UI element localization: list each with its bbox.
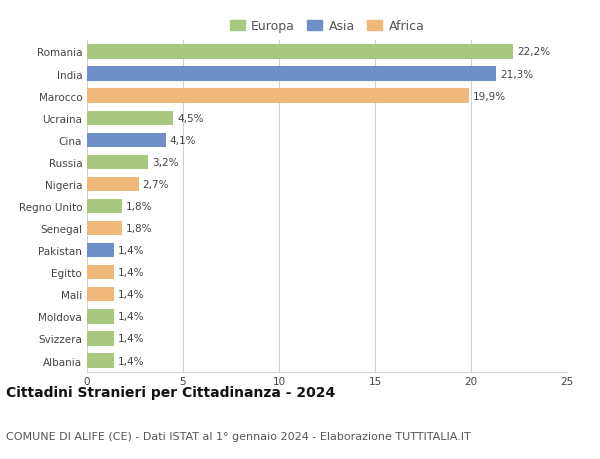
Bar	[87, 67, 496, 82]
Bar	[87, 309, 114, 324]
Text: 22,2%: 22,2%	[517, 47, 550, 57]
Bar	[87, 243, 114, 258]
Bar	[87, 89, 469, 104]
Text: 2,7%: 2,7%	[143, 179, 169, 190]
Bar	[87, 177, 139, 192]
Text: 1,4%: 1,4%	[118, 290, 144, 300]
Bar	[87, 111, 173, 126]
Text: 3,2%: 3,2%	[152, 157, 179, 168]
Bar	[87, 287, 114, 302]
Text: 1,4%: 1,4%	[118, 268, 144, 278]
Bar	[87, 265, 114, 280]
Text: 1,4%: 1,4%	[118, 356, 144, 366]
Bar	[87, 221, 122, 236]
Text: 19,9%: 19,9%	[473, 91, 506, 101]
Bar	[87, 199, 122, 214]
Text: 1,8%: 1,8%	[125, 224, 152, 234]
Text: COMUNE DI ALIFE (CE) - Dati ISTAT al 1° gennaio 2024 - Elaborazione TUTTITALIA.I: COMUNE DI ALIFE (CE) - Dati ISTAT al 1° …	[6, 431, 471, 441]
Text: 21,3%: 21,3%	[500, 69, 533, 79]
Text: 1,4%: 1,4%	[118, 334, 144, 344]
Text: 1,8%: 1,8%	[125, 202, 152, 212]
Text: 4,1%: 4,1%	[170, 135, 196, 146]
Text: Cittadini Stranieri per Cittadinanza - 2024: Cittadini Stranieri per Cittadinanza - 2…	[6, 386, 335, 399]
Bar	[87, 133, 166, 148]
Bar	[87, 155, 148, 170]
Bar	[87, 45, 513, 60]
Bar	[87, 353, 114, 368]
Text: 4,5%: 4,5%	[177, 113, 204, 123]
Legend: Europa, Asia, Africa: Europa, Asia, Africa	[227, 18, 427, 36]
Bar	[87, 331, 114, 346]
Text: 1,4%: 1,4%	[118, 246, 144, 256]
Text: 1,4%: 1,4%	[118, 312, 144, 322]
